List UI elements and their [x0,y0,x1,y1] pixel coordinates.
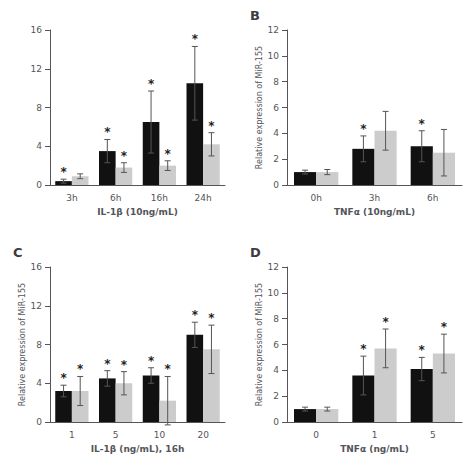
svg-text:*: * [148,354,155,368]
svg-text:6h: 6h [427,193,438,203]
svg-text:4: 4 [273,128,279,138]
svg-text:*: * [192,32,199,46]
svg-text:4: 4 [36,378,42,388]
svg-text:12: 12 [31,301,42,311]
svg-text:TNFα (10ng/mL): TNFα (10ng/mL) [334,207,415,217]
svg-text:Relative expression of MiR-155: Relative expression of MiR-155 [255,283,264,406]
svg-text:*: * [419,343,426,357]
svg-text:4: 4 [36,141,42,151]
svg-text:8: 8 [273,77,279,87]
svg-text:8: 8 [36,103,42,113]
svg-text:0h: 0h [310,193,321,203]
svg-text:*: * [60,165,67,179]
svg-text:*: * [419,117,426,131]
svg-text:*: * [360,122,367,136]
svg-text:5: 5 [430,430,436,440]
svg-text:12: 12 [268,25,279,35]
svg-text:*: * [60,371,67,385]
svg-text:16: 16 [31,25,43,35]
svg-text:*: * [192,308,199,322]
svg-text:B: B [250,8,260,23]
svg-text:12: 12 [31,64,42,74]
svg-text:6: 6 [273,103,279,113]
svg-text:16: 16 [31,262,43,272]
svg-text:3h: 3h [66,193,77,203]
svg-text:1: 1 [69,430,75,440]
svg-text:*: * [104,125,111,139]
svg-text:*: * [441,320,448,334]
svg-text:8: 8 [273,314,279,324]
svg-text:0: 0 [273,180,279,190]
svg-text:3h: 3h [369,193,380,203]
svg-text:*: * [165,362,172,376]
svg-text:2: 2 [273,391,279,401]
svg-text:20: 20 [197,430,209,440]
svg-text:0: 0 [36,180,42,190]
svg-text:TNFα (ng/mL): TNFα (ng/mL) [340,444,409,454]
svg-text:0: 0 [313,430,319,440]
svg-text:Relative expression of MiR-155: Relative expression of MiR-155 [18,283,27,406]
svg-text:6: 6 [273,340,279,350]
svg-text:1: 1 [372,430,378,440]
svg-text:*: * [77,362,84,376]
svg-text:12: 12 [268,262,279,272]
svg-text:C: C [13,245,23,260]
svg-text:Relative expression of MiR-155: Relative expression of MiR-155 [255,46,264,169]
svg-text:10: 10 [268,288,280,298]
svg-text:*: * [165,147,172,161]
svg-text:8: 8 [36,340,42,350]
svg-text:0: 0 [36,417,42,427]
svg-text:4: 4 [273,365,279,375]
svg-text:IL-1β (10ng/mL): IL-1β (10ng/mL) [97,207,178,217]
svg-text:IL-1β (ng/mL), 16h: IL-1β (ng/mL), 16h [91,444,185,454]
svg-text:*: * [208,311,215,325]
svg-text:*: * [121,149,128,163]
svg-text:6h: 6h [110,193,121,203]
svg-text:*: * [104,357,111,371]
svg-text:10: 10 [268,51,280,61]
svg-text:*: * [121,358,128,372]
svg-text:*: * [208,119,215,133]
svg-text:10: 10 [154,430,166,440]
svg-text:*: * [382,315,389,329]
svg-text:24h: 24h [195,193,212,203]
svg-text:0: 0 [273,417,279,427]
svg-text:16h: 16h [151,193,168,203]
svg-text:2: 2 [273,154,279,164]
svg-text:*: * [360,342,367,356]
svg-text:5: 5 [113,430,119,440]
svg-text:D: D [250,245,261,260]
svg-text:*: * [148,77,155,91]
